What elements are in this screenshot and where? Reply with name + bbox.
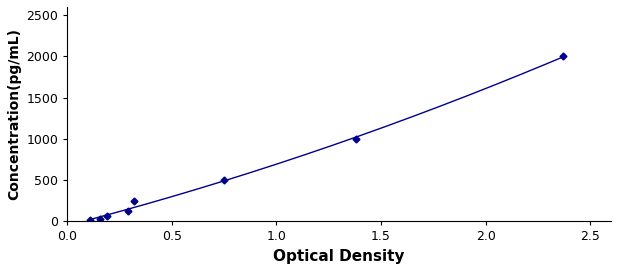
X-axis label: Optical Density: Optical Density xyxy=(274,249,405,264)
Y-axis label: Concentration(pg/mL): Concentration(pg/mL) xyxy=(7,28,21,200)
